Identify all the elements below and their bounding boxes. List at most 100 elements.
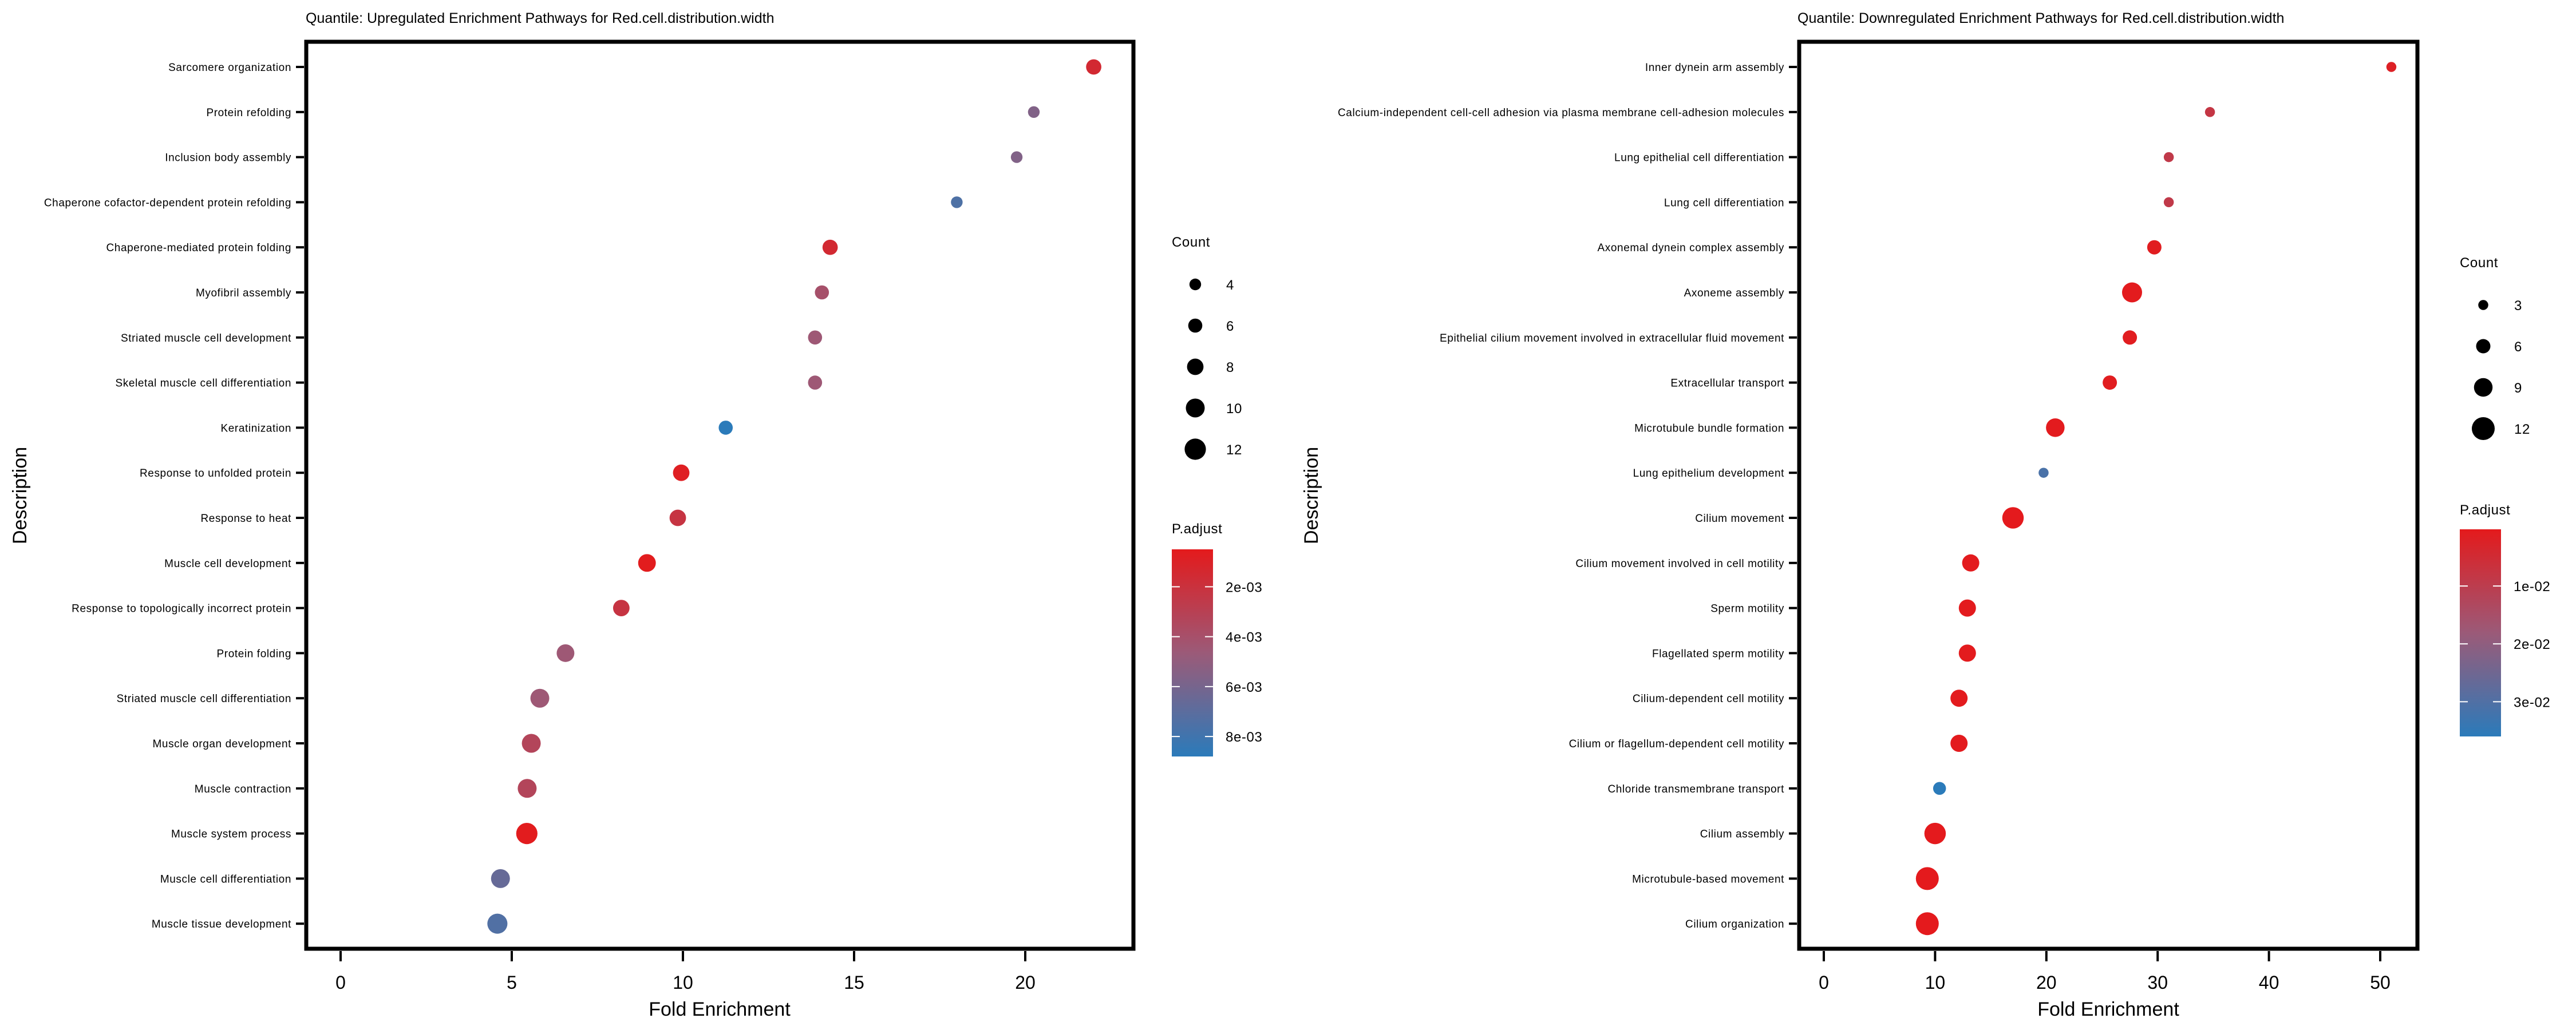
color-legend-title: P.adjust — [1172, 521, 1222, 537]
data-point — [2204, 107, 2215, 117]
size-legend-title: Count — [1172, 235, 1210, 250]
plot-area: 0 10 20 30 40 50 Inner dynein arm assembly Calc… — [1338, 62, 2397, 993]
y-tick-label: Protein folding — [217, 648, 291, 660]
y-tick-label: Cilium organization — [1685, 918, 1784, 930]
y-tick-label: Striated muscle cell development — [121, 332, 291, 344]
data-point — [1950, 690, 1968, 707]
data-point — [1086, 59, 1101, 75]
color-bar-label: 4e-03 — [1226, 630, 1262, 645]
data-point — [1933, 782, 1946, 795]
y-tick-label: Microtubule-based movement — [1632, 873, 1784, 885]
plot-frame — [1797, 39, 2420, 951]
data-point — [1950, 735, 1968, 752]
data-point — [673, 464, 690, 481]
data-point — [516, 823, 538, 845]
data-point — [613, 600, 630, 616]
x-tick-label: 0 — [335, 972, 346, 993]
data-point — [638, 554, 656, 572]
y-tick-label: Muscle tissue development — [152, 918, 291, 930]
x-tick-label: 30 — [2147, 972, 2168, 993]
x-tick-label: 10 — [673, 972, 693, 993]
x-tick-label: 15 — [844, 972, 864, 993]
panel-upregulated: Quantile: Upregulated Enrichment Pathway… — [9, 10, 1262, 1020]
y-tick-label: Cilium-dependent cell motility — [1633, 693, 1784, 705]
y-tick-label: Response to unfolded protein — [140, 468, 291, 480]
chart-title: Quantile: Upregulated Enrichment Pathway… — [306, 10, 774, 26]
data-point — [2038, 468, 2049, 478]
color-bar-label: 1e-02 — [2514, 579, 2550, 595]
data-point — [2121, 282, 2142, 303]
data-point — [951, 196, 963, 208]
size-legend-label: 12 — [1226, 442, 1242, 458]
y-tick-label: Lung epithelium development — [1633, 468, 1785, 480]
y-tick-label: Extracellular transport — [1670, 378, 1784, 390]
panel-downregulated: Quantile: Downregulated Enrichment Pathw… — [1301, 10, 2550, 1020]
y-tick-label: Axoneme assembly — [1684, 287, 1784, 299]
plot-frame — [304, 39, 1136, 951]
y-tick-label: Cilium movement involved in cell motilit… — [1575, 558, 1784, 570]
color-legend-title: P.adjust — [2460, 502, 2510, 518]
data-point — [530, 688, 550, 708]
data-point — [2163, 152, 2174, 163]
y-tick-label: Muscle system process — [171, 829, 291, 841]
plot-area: 0 5 10 15 20 Sarcomere organization Protein re… — [44, 59, 1101, 993]
size-legend-label: 6 — [1226, 319, 1234, 334]
y-axis-title: Description — [1301, 447, 1322, 544]
y-tick-label: Keratinization — [220, 422, 291, 434]
size-legend-label: 4 — [1226, 278, 1234, 293]
size-legend-label: 9 — [2514, 381, 2522, 396]
data-point — [1028, 106, 1040, 118]
y-tick-label: Skeletal muscle cell differentiation — [116, 378, 291, 390]
data-point — [2147, 240, 2162, 255]
data-point — [2386, 62, 2397, 72]
data-point — [808, 330, 823, 345]
data-point — [815, 285, 829, 300]
data-point — [2002, 507, 2024, 529]
data-point — [2103, 375, 2117, 390]
x-axis-title: Fold Enrichment — [2037, 999, 2179, 1020]
y-tick-label: Muscle cell development — [164, 558, 291, 570]
data-point — [808, 375, 823, 390]
y-tick-label: Inner dynein arm assembly — [1645, 62, 1784, 74]
y-tick-label: Flagellated sperm motility — [1652, 648, 1784, 660]
y-tick-label: Sarcomere organization — [168, 62, 291, 74]
y-tick-label: Striated muscle cell differentiation — [117, 693, 291, 705]
y-tick-label: Cilium or flagellum-dependent cell motil… — [1569, 738, 1784, 750]
x-tick-label: 0 — [1819, 972, 1829, 993]
y-tick-label: Muscle organ development — [152, 738, 291, 750]
size-legend-key — [1184, 438, 1206, 460]
x-tick-label: 10 — [1925, 972, 1946, 993]
data-point — [718, 421, 733, 435]
data-point — [556, 644, 575, 662]
color-bar — [1172, 549, 1213, 756]
data-point — [1915, 867, 1939, 890]
size-legend-title: Count — [2460, 255, 2498, 271]
y-tick-label: Lung epithelial cell differentiation — [1614, 152, 1784, 164]
y-tick-label: Myofibril assembly — [196, 287, 291, 299]
size-legend-key — [1189, 278, 1202, 291]
x-tick-label: 40 — [2259, 972, 2279, 993]
y-tick-label: Protein refolding — [206, 107, 291, 119]
y-tick-label: Muscle cell differentiation — [160, 873, 291, 885]
y-tick-label: Sperm motility — [1710, 603, 1784, 615]
data-point — [2046, 418, 2065, 437]
y-tick-label: Cilium movement — [1695, 513, 1784, 525]
x-axis-title: Fold Enrichment — [649, 999, 791, 1020]
y-tick-label: Epithelial cilium movement involved in e… — [1440, 332, 1784, 344]
y-tick-label: Axonemal dynein complex assembly — [1597, 242, 1784, 254]
color-bar-label: 8e-03 — [1226, 730, 1262, 745]
data-point — [1962, 554, 1980, 572]
color-bar-label: 2e-02 — [2514, 637, 2550, 652]
y-axis-title: Description — [9, 447, 31, 544]
data-point — [491, 869, 510, 888]
size-legend-label: 8 — [1226, 360, 1234, 375]
y-tick-label: Response to topologically incorrect prot… — [72, 603, 291, 615]
y-tick-label: Microtubule bundle formation — [1634, 422, 1784, 434]
y-tick-label: Lung cell differentiation — [1664, 197, 1784, 209]
legend: Count P.adjust 3 6 9 12 1e-02 2e-02 3e-02 — [2460, 255, 2550, 736]
x-tick-label: 5 — [507, 972, 517, 993]
data-point — [2123, 330, 2138, 345]
y-tick-label: Chaperone cofactor-dependent protein ref… — [44, 197, 291, 209]
data-point — [1958, 599, 1976, 617]
